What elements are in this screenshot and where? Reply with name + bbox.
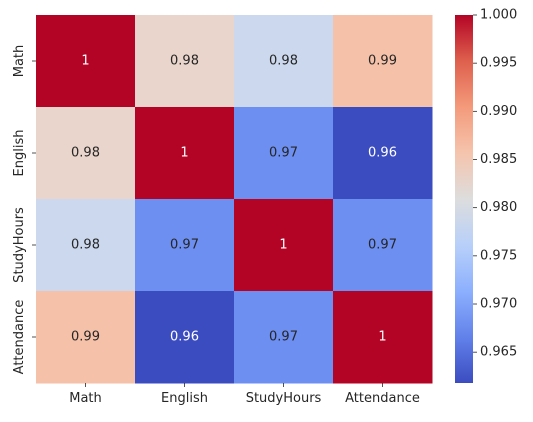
cell-value-label: 0.97 <box>269 330 298 345</box>
cell-value-label: 0.96 <box>368 146 397 161</box>
colorbar-tick-label: 0.995 <box>480 56 517 71</box>
y-axis: Math English StudyHours Attendance <box>12 45 36 375</box>
colorbar-tick-label: 0.980 <box>480 200 517 215</box>
y-tick-label: StudyHours <box>12 207 27 283</box>
cell-value-label: 1 <box>81 54 89 69</box>
x-axis: Math English StudyHours Attendance <box>69 383 420 406</box>
x-tick-label: Math <box>69 391 102 406</box>
heatmap-cells <box>36 15 433 384</box>
colorbar-tick-label: 0.965 <box>480 345 517 360</box>
y-tick-label: Attendance <box>12 300 27 375</box>
x-tick-label: Attendance <box>345 391 420 406</box>
cell-value-label: 0.97 <box>368 238 397 253</box>
y-tick-label: English <box>12 130 27 177</box>
x-tick-label: StudyHours <box>246 391 322 406</box>
cell-value-label: 1 <box>180 146 188 161</box>
colorbar-tick-label: 0.970 <box>480 297 517 312</box>
cell-value-label: 0.97 <box>170 238 199 253</box>
cell-value-label: 0.98 <box>71 238 100 253</box>
colorbar-tick-label: 0.990 <box>480 104 517 119</box>
y-tick-label: Math <box>12 45 27 78</box>
x-tick-label: English <box>161 391 208 406</box>
colorbar-tick-label: 1.000 <box>480 8 517 23</box>
colorbar-gradient-bar <box>455 15 473 383</box>
colorbar-tick-label: 0.975 <box>480 248 517 263</box>
colorbar-tick-label: 0.985 <box>480 152 517 167</box>
cell-value-label: 1 <box>279 238 287 253</box>
cell-value-label: 0.98 <box>170 54 199 69</box>
cell-value-label: 0.96 <box>170 330 199 345</box>
cell-value-label: 0.97 <box>269 146 298 161</box>
cell-value-label: 0.99 <box>71 330 100 345</box>
colorbar: 0.965 0.970 0.975 0.980 0.985 0.990 0.995 1.000 <box>455 8 517 384</box>
cell-value-label: 1 <box>378 330 386 345</box>
cell-value-label: 0.98 <box>269 54 298 69</box>
cell-value-label: 0.99 <box>368 54 397 69</box>
cell-value-label: 0.98 <box>71 146 100 161</box>
